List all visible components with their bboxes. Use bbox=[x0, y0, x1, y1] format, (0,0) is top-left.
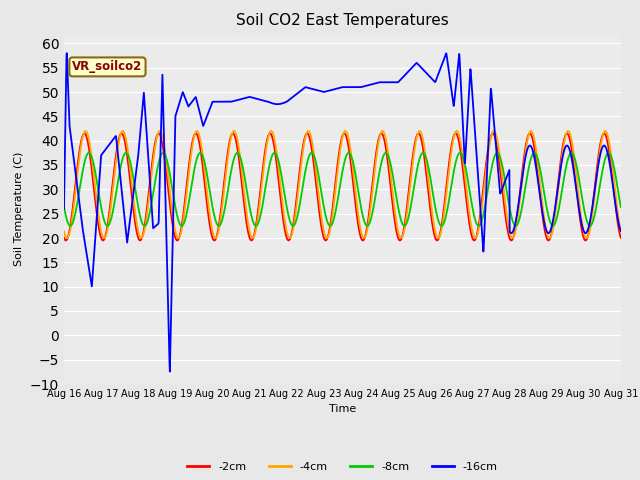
X-axis label: Time: Time bbox=[329, 405, 356, 414]
Title: Soil CO2 East Temperatures: Soil CO2 East Temperatures bbox=[236, 13, 449, 28]
Text: VR_soilco2: VR_soilco2 bbox=[72, 60, 143, 73]
Y-axis label: Soil Temperature (C): Soil Temperature (C) bbox=[14, 152, 24, 266]
Legend: -2cm, -4cm, -8cm, -16cm: -2cm, -4cm, -8cm, -16cm bbox=[182, 457, 502, 477]
